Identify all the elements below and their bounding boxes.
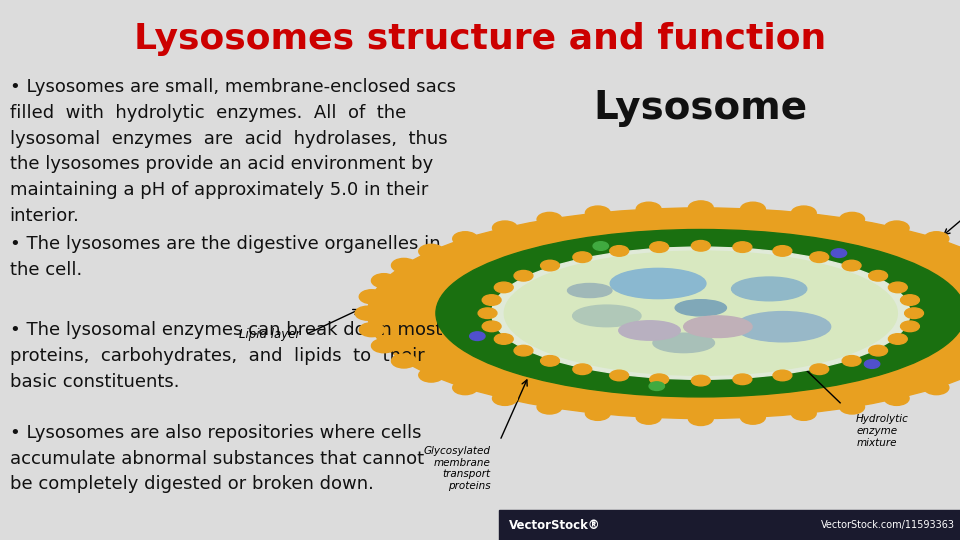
Circle shape (691, 240, 710, 251)
Circle shape (688, 201, 713, 215)
Circle shape (688, 411, 713, 426)
Circle shape (419, 244, 444, 258)
Circle shape (888, 334, 907, 345)
Ellipse shape (572, 305, 641, 327)
Ellipse shape (436, 230, 960, 397)
Circle shape (610, 370, 629, 381)
Circle shape (636, 410, 661, 424)
Text: • The lysosomes are the digestive organelles in
the cell.: • The lysosomes are the digestive organe… (10, 235, 441, 279)
Circle shape (740, 202, 765, 216)
Circle shape (482, 295, 501, 305)
Ellipse shape (619, 321, 681, 340)
Circle shape (492, 392, 517, 406)
Text: Hydrolytic
enzyme
mixture: Hydrolytic enzyme mixture (856, 415, 909, 448)
Circle shape (494, 282, 514, 293)
Circle shape (842, 355, 861, 366)
Circle shape (958, 244, 960, 258)
FancyBboxPatch shape (499, 510, 960, 540)
Ellipse shape (732, 277, 806, 301)
Circle shape (478, 308, 497, 319)
Circle shape (733, 374, 752, 384)
Text: • Lysosomes are small, membrane-enclosed sacs
filled  with  hydrolytic  enzymes.: • Lysosomes are small, membrane-enclosed… (10, 78, 456, 225)
Circle shape (359, 290, 384, 303)
Circle shape (650, 242, 668, 252)
Circle shape (359, 323, 384, 336)
Circle shape (540, 355, 560, 366)
Circle shape (419, 368, 444, 382)
Circle shape (900, 295, 920, 305)
Circle shape (586, 206, 611, 220)
Ellipse shape (684, 316, 752, 338)
Ellipse shape (675, 300, 727, 316)
Circle shape (392, 259, 417, 272)
Circle shape (773, 370, 792, 381)
Circle shape (540, 260, 560, 271)
Circle shape (649, 382, 664, 390)
Text: VectorStock.com/11593363: VectorStock.com/11593363 (821, 520, 955, 530)
Circle shape (869, 346, 888, 356)
Circle shape (924, 232, 948, 246)
Circle shape (636, 202, 661, 216)
Circle shape (355, 306, 380, 320)
Text: Lipid layer: Lipid layer (239, 328, 300, 341)
Circle shape (924, 381, 948, 395)
Circle shape (593, 242, 609, 251)
Circle shape (537, 212, 562, 226)
Circle shape (514, 271, 533, 281)
Ellipse shape (368, 208, 960, 418)
Circle shape (810, 252, 828, 262)
Circle shape (453, 381, 478, 395)
Circle shape (869, 271, 888, 281)
Circle shape (573, 364, 591, 375)
Text: Glycosylated
membrane
transport
proteins: Glycosylated membrane transport proteins (423, 446, 491, 491)
Circle shape (494, 334, 514, 345)
Circle shape (537, 400, 562, 414)
Circle shape (740, 410, 765, 424)
Circle shape (864, 360, 879, 368)
Circle shape (900, 321, 920, 332)
Circle shape (492, 221, 517, 235)
Circle shape (392, 354, 417, 368)
Circle shape (773, 246, 792, 256)
Circle shape (791, 406, 816, 420)
Circle shape (958, 368, 960, 382)
Circle shape (904, 308, 924, 319)
Circle shape (842, 260, 861, 271)
Circle shape (372, 339, 396, 353)
Text: VectorStock®: VectorStock® (509, 518, 600, 532)
Circle shape (840, 400, 865, 414)
Ellipse shape (504, 251, 898, 375)
Circle shape (650, 374, 668, 384)
Text: • The lysosomal enzymes can break down most
proteins,  carbohydrates,  and  lipi: • The lysosomal enzymes can break down m… (10, 321, 442, 391)
Ellipse shape (735, 312, 830, 342)
Circle shape (482, 321, 501, 332)
Circle shape (586, 406, 611, 420)
Circle shape (733, 242, 752, 252)
Circle shape (514, 346, 533, 356)
Circle shape (372, 274, 396, 288)
Text: • Lysosomes are also repositories where cells
accumulate abnormal substances tha: • Lysosomes are also repositories where … (10, 424, 423, 494)
Circle shape (810, 364, 828, 375)
Ellipse shape (611, 268, 706, 299)
Circle shape (840, 212, 865, 226)
Circle shape (469, 332, 485, 340)
Circle shape (888, 282, 907, 293)
Circle shape (884, 392, 909, 406)
Circle shape (610, 246, 629, 256)
Ellipse shape (653, 333, 714, 353)
Circle shape (453, 232, 478, 246)
Text: Lysosomes structure and function: Lysosomes structure and function (133, 22, 827, 56)
Text: Lysosome: Lysosome (593, 89, 808, 127)
Circle shape (791, 206, 816, 220)
Circle shape (691, 375, 710, 386)
Circle shape (831, 249, 847, 258)
Circle shape (573, 252, 591, 262)
Circle shape (884, 221, 909, 235)
Ellipse shape (567, 284, 612, 298)
Ellipse shape (492, 247, 910, 379)
